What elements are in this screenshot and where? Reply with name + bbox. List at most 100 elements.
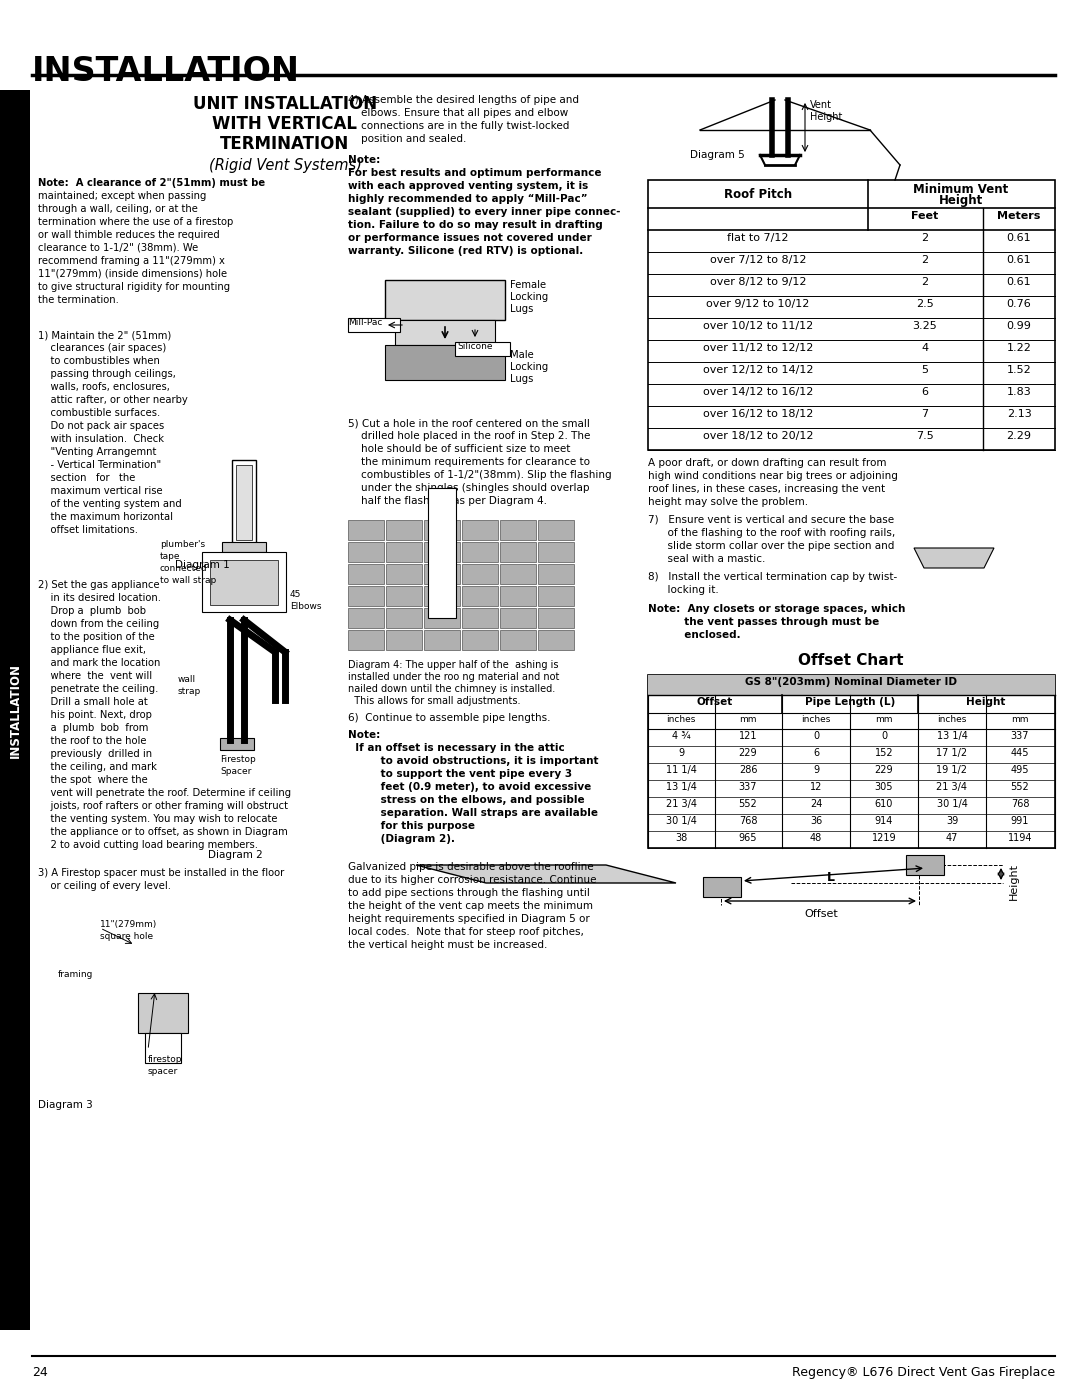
Text: 24: 24 [32, 1366, 48, 1379]
Text: where  the  vent will: where the vent will [38, 671, 152, 680]
Bar [232, 460, 256, 545]
Text: tape: tape [160, 552, 180, 562]
Text: 48: 48 [810, 833, 822, 842]
Text: 1194: 1194 [1008, 833, 1032, 842]
Text: Vent: Vent [810, 101, 832, 110]
Text: L: L [827, 870, 835, 884]
Text: the roof to the hole: the roof to the hole [38, 736, 147, 746]
Bar [424, 564, 460, 584]
Text: (Rigid Vent Systems): (Rigid Vent Systems) [208, 158, 362, 173]
Text: Offset: Offset [697, 697, 733, 707]
Bar [0, 89, 30, 1330]
Text: to add pipe sections through the flashing until: to add pipe sections through the flashin… [348, 888, 590, 898]
Text: 0.61: 0.61 [1007, 256, 1031, 265]
Text: clearances (air spaces): clearances (air spaces) [38, 344, 166, 353]
Bar [500, 564, 536, 584]
Text: locking it.: locking it. [648, 585, 719, 595]
Bar [424, 608, 460, 629]
Text: 1.83: 1.83 [1007, 387, 1031, 397]
Bar [703, 877, 741, 897]
Text: 8)   Install the vertical termination cap by twist-: 8) Install the vertical termination cap … [648, 571, 897, 583]
Text: Drop a  plumb  bob: Drop a plumb bob [38, 606, 146, 616]
Text: maximum vertical rise: maximum vertical rise [38, 486, 163, 496]
Bar [462, 608, 498, 629]
Text: roof lines, in these cases, increasing the vent: roof lines, in these cases, increasing t… [648, 483, 886, 495]
Text: the height of the vent cap meets the minimum: the height of the vent cap meets the min… [348, 901, 593, 911]
Text: Diagram 3: Diagram 3 [38, 1099, 93, 1111]
Bar [462, 630, 498, 650]
Text: Offset: Offset [805, 909, 838, 919]
Text: 229: 229 [739, 747, 757, 759]
Text: Female: Female [510, 279, 546, 291]
Text: warranty. Silicone (red RTV) is optional.: warranty. Silicone (red RTV) is optional… [348, 246, 583, 256]
Text: 11 1/4: 11 1/4 [665, 766, 697, 775]
Text: 19 1/2: 19 1/2 [936, 766, 968, 775]
Bar [500, 630, 536, 650]
Text: 13 1/4: 13 1/4 [665, 782, 697, 792]
Bar [500, 542, 536, 562]
Text: 9: 9 [813, 766, 819, 775]
Text: vent will penetrate the roof. Determine if ceiling: vent will penetrate the roof. Determine … [38, 788, 292, 798]
Text: previously  drilled in: previously drilled in [38, 749, 152, 759]
Text: flat to 7/12: flat to 7/12 [727, 233, 788, 243]
Text: spacer: spacer [148, 1067, 178, 1076]
Text: height may solve the problem.: height may solve the problem. [648, 497, 808, 507]
Bar [424, 630, 460, 650]
Text: due to its higher corrosion resistance. Continue: due to its higher corrosion resistance. … [348, 875, 596, 886]
Bar [538, 542, 573, 562]
Text: over 12/12 to 14/12: over 12/12 to 14/12 [703, 365, 813, 374]
Text: combustible surfaces.: combustible surfaces. [38, 408, 160, 418]
Text: 1) Maintain the 2" (51mm): 1) Maintain the 2" (51mm) [38, 330, 172, 339]
Bar [348, 585, 384, 606]
Text: 0: 0 [881, 731, 887, 740]
Bar [424, 520, 460, 541]
Text: over 14/12 to 16/12: over 14/12 to 16/12 [703, 387, 813, 397]
Text: 45: 45 [291, 590, 301, 599]
Bar [210, 560, 278, 605]
Text: in its desired location.: in its desired location. [38, 592, 161, 604]
Text: over 8/12 to 9/12: over 8/12 to 9/12 [710, 277, 807, 286]
Bar [424, 542, 460, 562]
Text: If an offset is necessary in the attic: If an offset is necessary in the attic [348, 743, 565, 753]
Text: penetrate the ceiling.: penetrate the ceiling. [38, 685, 159, 694]
Text: 11"(279mm): 11"(279mm) [100, 921, 158, 929]
Text: Offset Chart: Offset Chart [798, 652, 904, 668]
Bar [145, 1032, 181, 1063]
Text: 0.99: 0.99 [1007, 321, 1031, 331]
Text: Height: Height [810, 112, 842, 122]
Text: maintained; except when passing: maintained; except when passing [38, 191, 206, 201]
Text: the spot  where the: the spot where the [38, 775, 148, 785]
Text: plumber's: plumber's [160, 541, 205, 549]
Text: his point. Next, drop: his point. Next, drop [38, 710, 152, 719]
Text: Male: Male [510, 351, 534, 360]
Text: or ceiling of every level.: or ceiling of every level. [38, 882, 171, 891]
Text: 1.22: 1.22 [1007, 344, 1031, 353]
Text: drilled hole placed in the roof in Step 2. The: drilled hole placed in the roof in Step … [348, 432, 591, 441]
Text: to combustibles when: to combustibles when [38, 356, 160, 366]
Text: 36: 36 [810, 816, 822, 826]
Text: feet (0.9 meter), to avoid excessive: feet (0.9 meter), to avoid excessive [348, 782, 591, 792]
Text: TERMINATION: TERMINATION [220, 136, 350, 154]
Text: and mark the location: and mark the location [38, 658, 160, 668]
Text: 6)  Continue to assemble pipe lengths.: 6) Continue to assemble pipe lengths. [348, 712, 551, 724]
Text: elbows. Ensure that all pipes and elbow: elbows. Ensure that all pipes and elbow [348, 108, 568, 117]
Text: UNIT INSTALLATION: UNIT INSTALLATION [193, 95, 377, 113]
Text: 17 1/2: 17 1/2 [936, 747, 968, 759]
Text: WITH VERTICAL: WITH VERTICAL [213, 115, 357, 133]
Text: 305: 305 [875, 782, 893, 792]
Text: the vent passes through must be: the vent passes through must be [648, 617, 879, 627]
Text: mm: mm [1011, 715, 1029, 724]
Text: stress on the elbows, and possible: stress on the elbows, and possible [348, 795, 584, 805]
Bar [384, 279, 505, 320]
Text: or wall thimble reduces the required: or wall thimble reduces the required [38, 231, 219, 240]
Text: Diagram 2: Diagram 2 [208, 849, 262, 861]
Text: 9: 9 [678, 747, 684, 759]
Text: Roof Pitch: Roof Pitch [724, 187, 792, 201]
Text: the termination.: the termination. [38, 295, 119, 305]
Text: 7)   Ensure vent is vertical and secure the base: 7) Ensure vent is vertical and secure th… [648, 515, 894, 525]
Text: framing: framing [58, 970, 93, 979]
Text: "Venting Arrangemnt: "Venting Arrangemnt [38, 447, 157, 457]
Text: position and sealed.: position and sealed. [348, 134, 467, 144]
Text: over 7/12 to 8/12: over 7/12 to 8/12 [710, 256, 807, 265]
Text: strap: strap [178, 687, 201, 696]
